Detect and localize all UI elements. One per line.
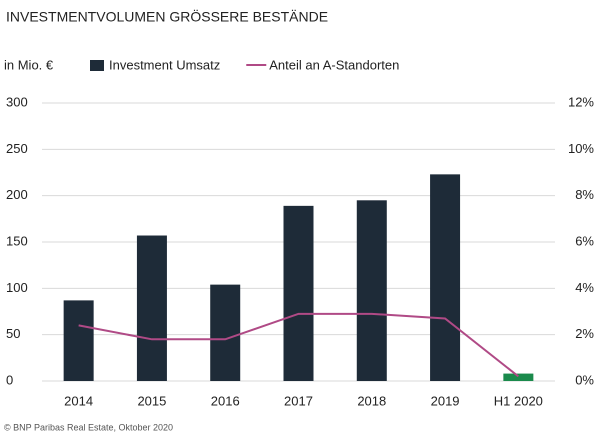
y-tick-label: 100 [6, 280, 28, 295]
y2-tick-label: 2% [575, 326, 594, 341]
bar [136, 235, 167, 381]
y-tick-label: 200 [6, 187, 28, 202]
y-tick-label: 300 [6, 94, 28, 109]
y2-tick-label: 12% [568, 94, 594, 109]
y-axis-label: in Mio. € [4, 57, 54, 72]
y2-tick-label: 10% [568, 141, 594, 156]
y2-tick-label: 6% [575, 233, 594, 248]
y-tick-label: 150 [6, 233, 28, 248]
bar [503, 373, 534, 381]
bar [283, 205, 314, 381]
legend-label: Investment Umsatz [109, 57, 220, 72]
bar [356, 200, 387, 381]
bar [63, 300, 94, 381]
legend-label: Anteil an A-Standorten [269, 57, 399, 72]
source: © BNP Paribas Real Estate, Oktober 2020 [4, 422, 173, 432]
y2-tick-label: 0% [575, 372, 594, 387]
y-tick-label: 250 [6, 141, 28, 156]
x-tick-label: H1 2020 [494, 393, 543, 408]
x-tick-label: 2015 [137, 393, 166, 408]
x-tick-label: 2014 [64, 393, 93, 408]
x-tick-label: 2018 [357, 393, 386, 408]
legend-swatch [90, 60, 104, 71]
chart-title: INVESTMENTVOLUMEN GRÖSSERE BESTÄNDE [6, 8, 328, 25]
y2-tick-label: 8% [575, 187, 594, 202]
bar [210, 284, 241, 381]
line [78, 312, 519, 378]
x-tick-label: 2019 [431, 393, 460, 408]
x-tick-label: 2016 [211, 393, 240, 408]
x-tick-label: 2017 [284, 393, 313, 408]
y-tick-label: 50 [6, 326, 20, 341]
y2-tick-label: 4% [575, 280, 594, 295]
bar [430, 174, 461, 381]
y-tick-label: 0 [6, 372, 13, 387]
